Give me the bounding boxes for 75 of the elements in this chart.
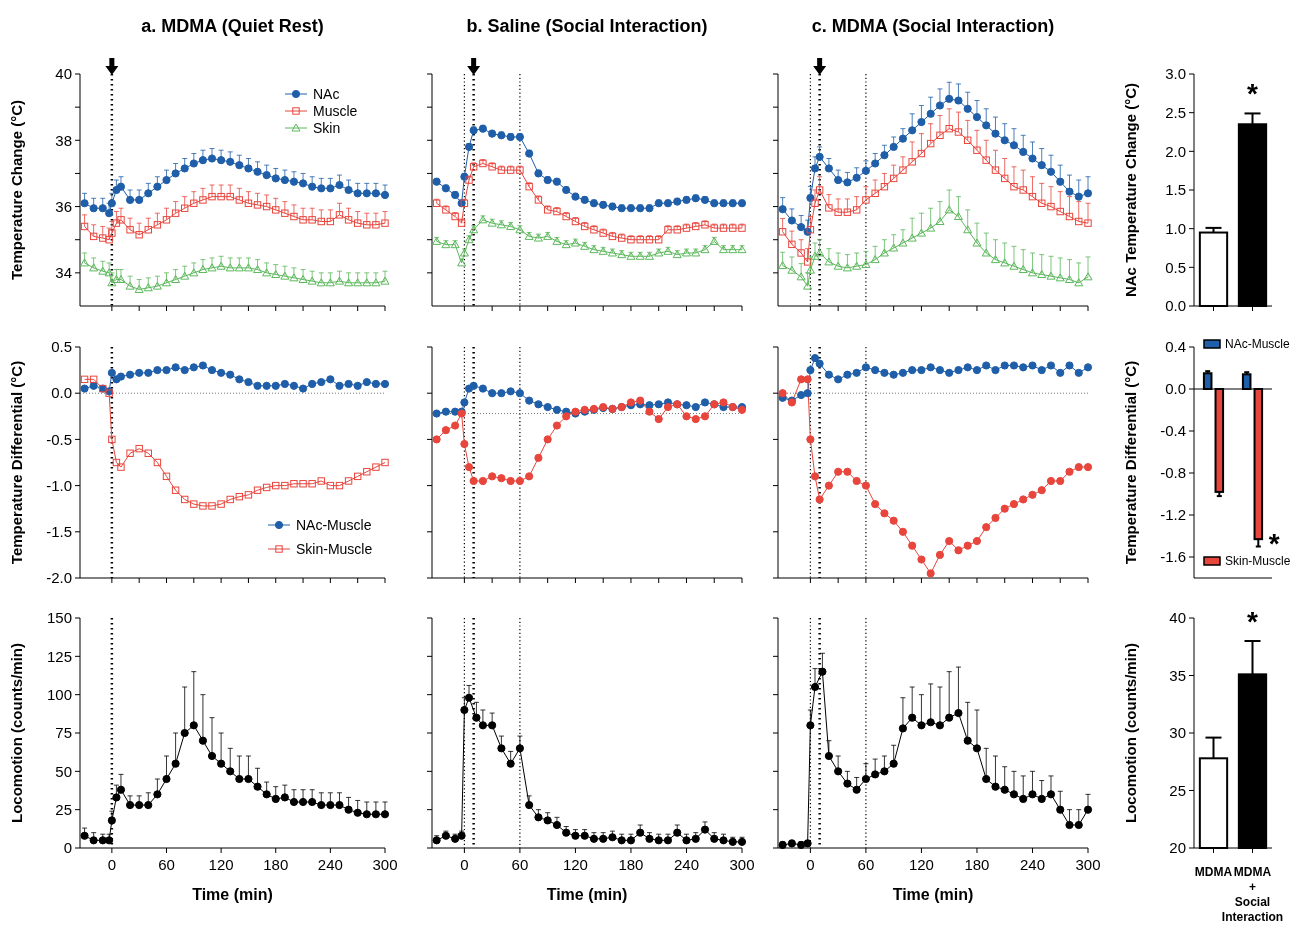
legend-label: NAc-Muscle [296,516,372,533]
y-tick-label: 30 [1169,724,1186,742]
y-tick-label: 1.0 [1165,219,1186,237]
y-tick-label: 20 [1169,839,1186,857]
y-tick-label: 0.5 [51,338,72,356]
y-tick-label: 150 [46,609,72,627]
legend-label: NAc [313,85,340,102]
y-tick-label: -1.0 [46,476,72,494]
x-tick-label: 300 [1075,856,1101,873]
annotation: * [1247,606,1259,637]
x-tick-label: 60 [857,856,875,873]
x-tick-label: 240 [673,856,699,873]
x-tick-label: 60 [158,856,175,873]
y-tick-label: 1.5 [1165,181,1186,199]
x-tick-label: 180 [964,856,990,873]
y-tick-label: 2.0 [1165,142,1186,160]
chart-title: b. Saline (Social Interaction) [466,16,708,36]
x-tick-label: MDMA [1194,865,1233,879]
x-tick-label: 120 [208,856,234,873]
x-axis-title: Time (min) [892,886,974,903]
legend-label: Skin [313,119,341,136]
y-tick-label: 0.4 [1165,338,1186,356]
y-tick-label: 40 [1169,609,1186,627]
x-tick-label: 180 [618,856,644,873]
x-tick-label: 300 [372,856,398,873]
y-tick-label: -0.4 [1160,422,1186,440]
y-tick-label: 2.5 [1165,103,1186,121]
y-tick-label: 34 [55,264,72,282]
y-tick-label: 40 [55,65,72,83]
y-tick-label: 50 [55,762,72,780]
legend-label: NAc-Muscle [1225,337,1290,352]
y-tick-label: -0.8 [1160,464,1186,482]
y-tick-label: 38 [55,131,72,149]
y-tick-label: -1.2 [1160,506,1186,524]
legend-label: Skin-Muscle [296,540,373,557]
x-tick-label: 120 [562,856,588,873]
y-axis-title: Temperature Change (°C) [8,100,25,280]
x-tick-label: 240 [317,856,343,873]
x-tick-label: 0 [107,856,117,873]
y-axis-title: Temperature Differential (°C) [1122,360,1139,565]
y-tick-label: 25 [1169,781,1186,799]
x-tick-label: 300 [729,856,755,873]
x-tick-label: 60 [511,856,529,873]
y-tick-label: 36 [55,197,72,215]
legend-label: Muscle [313,102,358,119]
y-tick-label: 0.0 [1165,380,1186,398]
x-tick-label: 0 [460,856,469,873]
y-tick-label: -1.5 [46,523,72,541]
y-tick-label: 125 [46,647,72,665]
y-tick-label: 100 [46,685,72,703]
y-axis-title: Locomotion (counts/min) [1122,643,1139,823]
chart-title: a. MDMA (Quiet Rest) [141,16,324,36]
legend-label: Skin-Muscle [1225,554,1291,569]
y-tick-label: 3.0 [1165,65,1186,83]
annotation: * [1247,78,1259,110]
y-tick-label: 0.0 [51,384,72,402]
y-tick-label: 35 [1169,666,1186,684]
y-tick-label: -2.0 [46,569,72,587]
y-tick-label: 75 [55,724,72,742]
y-tick-label: -1.6 [1160,548,1186,566]
y-axis-title: NAc Temperature Change (°C) [1122,82,1139,298]
x-tick-label: 240 [1019,856,1045,873]
y-axis-title: Temperature Differential (°C) [8,360,25,565]
y-axis-title: Locomotion (counts/min) [8,643,25,823]
y-tick-label: 0.0 [1165,297,1186,315]
x-axis-title: Time (min) [192,886,273,903]
y-tick-label: 0.5 [1165,258,1186,276]
y-tick-label: 0 [63,839,72,857]
x-tick-label: 120 [908,856,934,873]
chart-title: c. MDMA (Social Interaction) [811,16,1055,36]
x-tick-label: 180 [263,856,289,873]
x-axis-title: Time (min) [546,886,628,903]
y-tick-label: 25 [55,800,72,818]
y-tick-label: -0.5 [46,430,72,448]
x-tick-label: 0 [806,856,815,873]
